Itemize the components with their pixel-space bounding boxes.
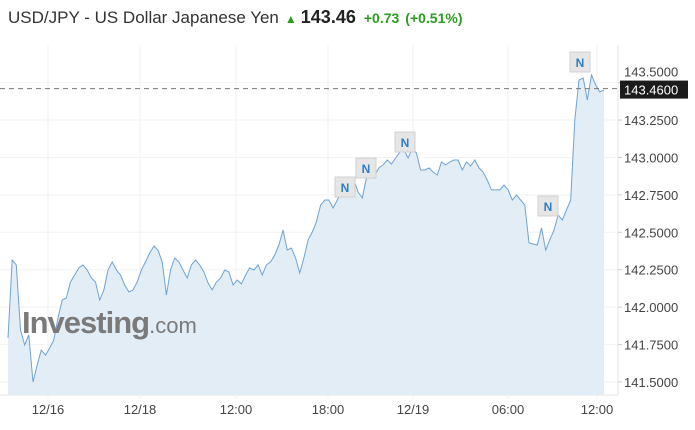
price-area bbox=[8, 75, 604, 395]
x-tick-label: 12/16 bbox=[32, 402, 65, 417]
news-marker-label: N bbox=[362, 162, 371, 176]
news-marker-label: N bbox=[544, 200, 553, 214]
x-tick-label: 12:00 bbox=[220, 402, 253, 417]
x-tick-label: 06:00 bbox=[492, 402, 525, 417]
last-price: 143.46 bbox=[300, 7, 356, 27]
news-marker[interactable]: N bbox=[569, 51, 591, 73]
news-marker[interactable]: N bbox=[537, 195, 559, 217]
instrument-header: USD/JPY - US Dollar Japanese Yen ▲ 143.4… bbox=[8, 7, 468, 28]
x-tick-label: 12/19 bbox=[397, 402, 430, 417]
x-tick-label: 12:00 bbox=[581, 402, 614, 417]
watermark-brand: Investing bbox=[22, 305, 149, 340]
y-tick-label: 143.5000 bbox=[624, 65, 678, 80]
y-tick-label: 142.7500 bbox=[624, 188, 678, 203]
news-marker[interactable]: N bbox=[334, 176, 356, 198]
price-line bbox=[7, 73, 605, 383]
current-price-box bbox=[620, 80, 688, 99]
price-change: +0.73 bbox=[363, 10, 400, 26]
news-marker-label: N bbox=[401, 136, 410, 150]
news-marker-box[interactable] bbox=[394, 131, 416, 153]
news-marker-box[interactable] bbox=[355, 157, 377, 179]
current-price-label: 143.4600 bbox=[624, 83, 678, 98]
x-tick-label: 12/18 bbox=[124, 402, 157, 417]
news-marker-box[interactable] bbox=[537, 195, 559, 217]
y-tick-label: 142.2500 bbox=[624, 263, 678, 278]
y-tick-label: 141.5000 bbox=[624, 375, 678, 390]
investing-watermark: Investing.com bbox=[22, 305, 197, 340]
news-marker[interactable]: N bbox=[355, 157, 377, 179]
y-tick-label: 142.5000 bbox=[624, 225, 678, 240]
news-marker-box[interactable] bbox=[334, 176, 356, 198]
up-arrow-icon: ▲ bbox=[284, 12, 297, 26]
news-marker-label: N bbox=[576, 56, 585, 70]
watermark-suffix: .com bbox=[149, 313, 197, 338]
news-marker-box[interactable] bbox=[569, 51, 591, 73]
y-tick-label: 141.7500 bbox=[624, 338, 678, 353]
news-marker-label: N bbox=[341, 181, 350, 195]
news-marker[interactable]: N bbox=[394, 131, 416, 153]
instrument-title: USD/JPY - US Dollar Japanese Yen bbox=[8, 8, 279, 27]
y-tick-label: 143.2500 bbox=[624, 113, 678, 128]
price-change-percent: (+0.51%) bbox=[405, 10, 463, 26]
y-tick-label: 142.0000 bbox=[624, 300, 678, 315]
x-tick-label: 18:00 bbox=[312, 402, 345, 417]
y-tick-label: 143.0000 bbox=[624, 150, 678, 165]
